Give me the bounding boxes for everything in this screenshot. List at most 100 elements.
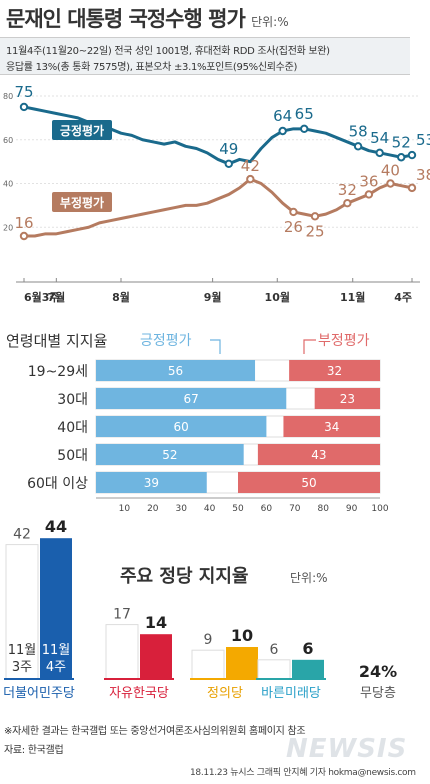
age-category-label: 19~29세: [28, 364, 88, 380]
data-point: [246, 174, 255, 184]
positive-bar: [96, 472, 207, 493]
data-label: 65: [295, 105, 314, 123]
series-name-tag: [52, 120, 112, 140]
prev-week-bar: [191, 649, 225, 680]
data-label: 54: [370, 129, 389, 147]
party-name: 무당층: [360, 686, 396, 701]
series-name-label: 긍정평가: [60, 123, 104, 138]
independent-value: 24%: [359, 662, 397, 681]
x-tick-label: 100: [371, 504, 388, 514]
x-tick-label: 50: [232, 504, 244, 514]
data-point: [300, 124, 309, 134]
data-label: 52: [392, 133, 411, 151]
x-tick-label: 10: [119, 504, 131, 514]
negative-bar: [314, 388, 380, 409]
age-category-label: 40대: [57, 420, 88, 436]
negative-bar: [289, 360, 380, 381]
curr-week-value: 44: [45, 517, 67, 536]
curr-week-label: 4주: [46, 660, 66, 675]
data-point: [224, 159, 233, 169]
x-tick-label: 11월: [340, 290, 365, 304]
age-chart-title: 연령대별 지지율: [6, 332, 107, 350]
negative-value: 23: [340, 392, 355, 406]
party-name: 바른미래당: [261, 686, 321, 701]
data-label: 16: [14, 214, 33, 232]
curr-week-bar: [292, 659, 324, 679]
data-label: 38: [416, 166, 430, 184]
data-label: 25: [305, 222, 324, 240]
data-label: 40: [381, 162, 400, 180]
party-support-chart: 주요 정당 지지율 단위:% 42 44 더불어민주당 11월 3주 11월 4주 17 14 자유한…: [3, 517, 397, 701]
data-label: 53: [416, 131, 430, 149]
negative-bar: [238, 472, 380, 493]
data-point: [397, 153, 406, 162]
data-point: [407, 183, 417, 193]
age-group-bar-chart: 연령대별 지지율 긍정평가 부정평가 19~29세 56 32 30대 67 23 40대 60 34…: [6, 332, 389, 514]
series-name-tag: [52, 192, 112, 212]
negative-bar: [283, 416, 380, 437]
legend-negative: 부정평가: [318, 333, 370, 349]
negative-value: 32: [327, 364, 342, 378]
y-tick-label: 20: [3, 223, 13, 232]
x-tick-label: 90: [346, 504, 358, 514]
party-chart-title: 주요 정당 지지율: [120, 566, 248, 587]
data-label: 58: [349, 122, 368, 140]
data-point: [310, 212, 320, 221]
y-tick-label: 60: [3, 136, 13, 145]
series-name-label: 부정평가: [60, 195, 104, 210]
x-tick-label: 9월: [204, 290, 222, 304]
header: 문재인 대통령 국정수행 평가 단위:% 11월4주(11월20~22일) 전국…: [0, 0, 430, 75]
data-point: [375, 148, 384, 158]
data-point: [353, 142, 363, 151]
age-category-label: 60대 이상: [27, 476, 88, 492]
prev-week-label: 11월: [8, 643, 37, 658]
curr-week-value: 14: [145, 613, 167, 632]
data-point: [343, 198, 352, 208]
data-point: [19, 102, 29, 112]
prev-week-value: 6: [270, 642, 279, 658]
data-point: [386, 179, 395, 188]
data-point: [364, 190, 374, 199]
age-category-label: 30대: [57, 392, 88, 408]
title-unit: 단위:%: [251, 15, 289, 29]
survey-info-box: 11월4주(11월20~22일) 전국 성인 1001명, 휴대전화 RDD 조…: [0, 37, 410, 75]
legend-positive-pointer: [210, 339, 221, 354]
prev-week-value: 42: [13, 527, 31, 543]
positive-value: 56: [168, 364, 183, 378]
prev-week-value: 17: [113, 607, 131, 623]
data-label: 42: [241, 157, 260, 175]
y-tick-label: 80: [3, 92, 13, 101]
negative-bar: [257, 444, 380, 465]
x-tick-label: 30: [175, 504, 187, 514]
x-tick-label: 8월: [112, 290, 130, 304]
x-tick-label: 4주: [394, 291, 412, 304]
data-label: 26: [284, 218, 303, 236]
data-label: 75: [14, 83, 33, 101]
positive-value: 60: [174, 420, 189, 434]
prev-week-label: 3주: [12, 660, 32, 675]
curr-week-label: 11월: [42, 643, 71, 658]
legend-negative-pointer: [303, 339, 316, 354]
data-point: [19, 231, 29, 241]
positive-value: 67: [183, 392, 198, 406]
footer-note: ※자세한 결과는 한국갤럽 또는 중앙선거여론조사심의위원회 홈페이지 참조: [4, 726, 306, 737]
party-chart-unit: 단위:%: [290, 571, 328, 585]
age-category-label: 50대: [57, 448, 88, 464]
curr-week-value: 6: [302, 639, 313, 658]
data-point: [289, 207, 298, 217]
y-tick-label: 40: [3, 180, 13, 189]
x-tick-label: 10월: [265, 290, 290, 304]
positive-bar: [96, 360, 256, 381]
curr-week-bar: [140, 634, 172, 679]
data-point: [407, 150, 417, 160]
positive-bar: [96, 444, 244, 465]
x-tick-label: 70: [289, 504, 301, 514]
party-name: 더불어민주당: [3, 686, 75, 701]
page-title: 문재인 대통령 국정수행 평가 단위:%: [6, 3, 289, 33]
data-label: 49: [219, 140, 238, 158]
prev-week-bar: [5, 544, 39, 680]
curr-week-bar: [40, 538, 72, 679]
legend-positive: 긍정평가: [140, 333, 192, 349]
x-tick-label: 60: [261, 504, 273, 514]
data-point: [278, 126, 287, 136]
